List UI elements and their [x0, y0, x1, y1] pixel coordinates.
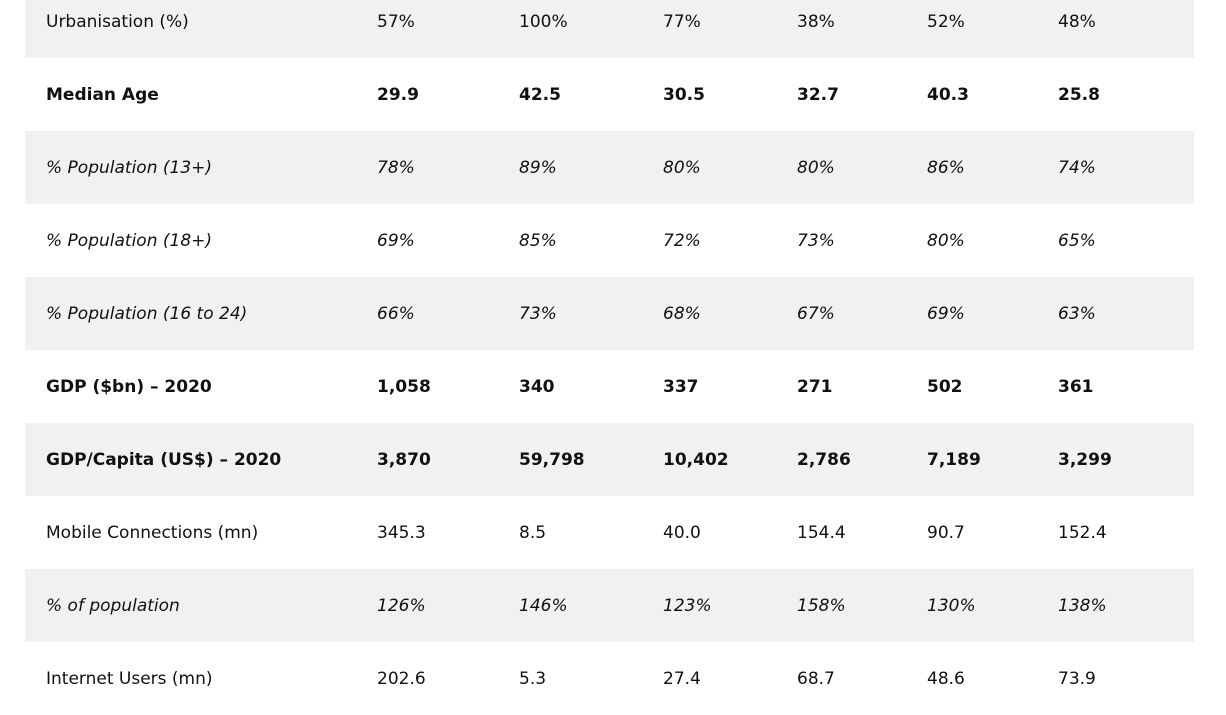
table-cell: 80% — [797, 157, 835, 178]
table-cell: 66% — [377, 303, 415, 324]
table-row: % Population (13+) 78% 89% 80% 80% 86% 74% — [25, 131, 1194, 204]
table-cell: 3,870 — [377, 449, 431, 470]
table-row: % of population 126% 146% 123% 158% 130% 138% — [25, 569, 1194, 642]
table-cell: 52% — [927, 11, 965, 32]
table-cell: 77% — [663, 11, 701, 32]
row-label: Internet Users (mn) — [46, 668, 213, 689]
table-cell: 25.8 — [1058, 84, 1100, 105]
table-row: % Population (16 to 24) 66% 73% 68% 67% 69% 63… — [25, 277, 1194, 350]
table-cell: 73% — [797, 230, 835, 251]
row-label: Urbanisation (%) — [46, 11, 189, 32]
table-cell: 361 — [1058, 376, 1094, 397]
row-label: Mobile Connections (mn) — [46, 522, 259, 543]
stats-table-container: Urbanisation (%) 57% 100% 77% 38% 52% 48% Media… — [25, 0, 1194, 715]
table-cell: 100% — [519, 11, 568, 32]
row-label: GDP/Capita (US$) – 2020 — [46, 449, 282, 470]
table-cell: 146% — [519, 595, 568, 616]
table-cell: 63% — [1058, 303, 1096, 324]
table-cell: 1,058 — [377, 376, 431, 397]
table-row: Median Age 29.9 42.5 30.5 32.7 40.3 25.8 — [25, 58, 1194, 131]
table-cell: 8.5 — [519, 522, 547, 543]
table-cell: 7,189 — [927, 449, 981, 470]
table-cell: 130% — [927, 595, 976, 616]
table-cell: 90.7 — [927, 522, 965, 543]
table-row: GDP ($bn) – 2020 1,058 340 337 271 502 361 — [25, 350, 1194, 423]
table-cell: 158% — [797, 595, 846, 616]
table-cell: 3,299 — [1058, 449, 1112, 470]
table-cell: 152.4 — [1058, 522, 1107, 543]
table-cell: 123% — [663, 595, 712, 616]
table-cell: 38% — [797, 11, 835, 32]
table-cell: 5.3 — [519, 668, 547, 689]
table-cell: 74% — [1058, 157, 1096, 178]
table-cell: 89% — [519, 157, 557, 178]
table-cell: 30.5 — [663, 84, 705, 105]
table-cell: 68% — [663, 303, 701, 324]
table-row: Internet Users (mn) 202.6 5.3 27.4 68.7 48.6 7… — [25, 642, 1194, 715]
table-cell: 154.4 — [797, 522, 846, 543]
table-cell: 68.7 — [797, 668, 835, 689]
table-cell: 72% — [663, 230, 701, 251]
table-cell: 42.5 — [519, 84, 561, 105]
table-cell: 69% — [927, 303, 965, 324]
table-row: GDP/Capita (US$) – 2020 3,870 59,798 10,402… — [25, 423, 1194, 496]
row-label: % Population (16 to 24) — [46, 303, 248, 324]
table-cell: 48% — [1058, 11, 1096, 32]
table-cell: 271 — [797, 376, 833, 397]
table-cell: 32.7 — [797, 84, 839, 105]
table-row: % Population (18+) 69% 85% 72% 73% 80% 65% — [25, 204, 1194, 277]
table-cell: 65% — [1058, 230, 1096, 251]
country-stats-table: Urbanisation (%) 57% 100% 77% 38% 52% 48% Media… — [25, 0, 1194, 715]
table-cell: 85% — [519, 230, 557, 251]
table-cell: 80% — [663, 157, 701, 178]
table-cell: 29.9 — [377, 84, 419, 105]
table-cell: 345.3 — [377, 522, 426, 543]
table-row: Mobile Connections (mn) 345.3 8.5 40.0 154.4… — [25, 496, 1194, 569]
table-cell: 27.4 — [663, 668, 701, 689]
table-cell: 73% — [519, 303, 557, 324]
table-cell: 40.3 — [927, 84, 969, 105]
table-cell: 340 — [519, 376, 555, 397]
table-cell: 80% — [927, 230, 965, 251]
table-cell: 57% — [377, 11, 415, 32]
table-cell: 48.6 — [927, 668, 965, 689]
table-cell: 502 — [927, 376, 963, 397]
table-cell: 86% — [927, 157, 965, 178]
table-cell: 2,786 — [797, 449, 851, 470]
table-row: Urbanisation (%) 57% 100% 77% 38% 52% 48% — [25, 0, 1194, 58]
table-cell: 78% — [377, 157, 415, 178]
table-cell: 337 — [663, 376, 699, 397]
row-label: % of population — [46, 595, 180, 616]
table-cell: 67% — [797, 303, 835, 324]
table-cell: 69% — [377, 230, 415, 251]
table-cell: 40.0 — [663, 522, 701, 543]
table-cell: 73.9 — [1058, 668, 1096, 689]
table-cell: 10,402 — [663, 449, 729, 470]
row-label: Median Age — [46, 84, 159, 105]
table-cell: 138% — [1058, 595, 1107, 616]
row-label: % Population (18+) — [46, 230, 213, 251]
table-body: Urbanisation (%) 57% 100% 77% 38% 52% 48% Media… — [25, 0, 1194, 715]
table-cell: 59,798 — [519, 449, 585, 470]
table-cell: 202.6 — [377, 668, 426, 689]
row-label: % Population (13+) — [46, 157, 213, 178]
table-cell: 126% — [377, 595, 426, 616]
row-label: GDP ($bn) – 2020 — [46, 376, 212, 397]
